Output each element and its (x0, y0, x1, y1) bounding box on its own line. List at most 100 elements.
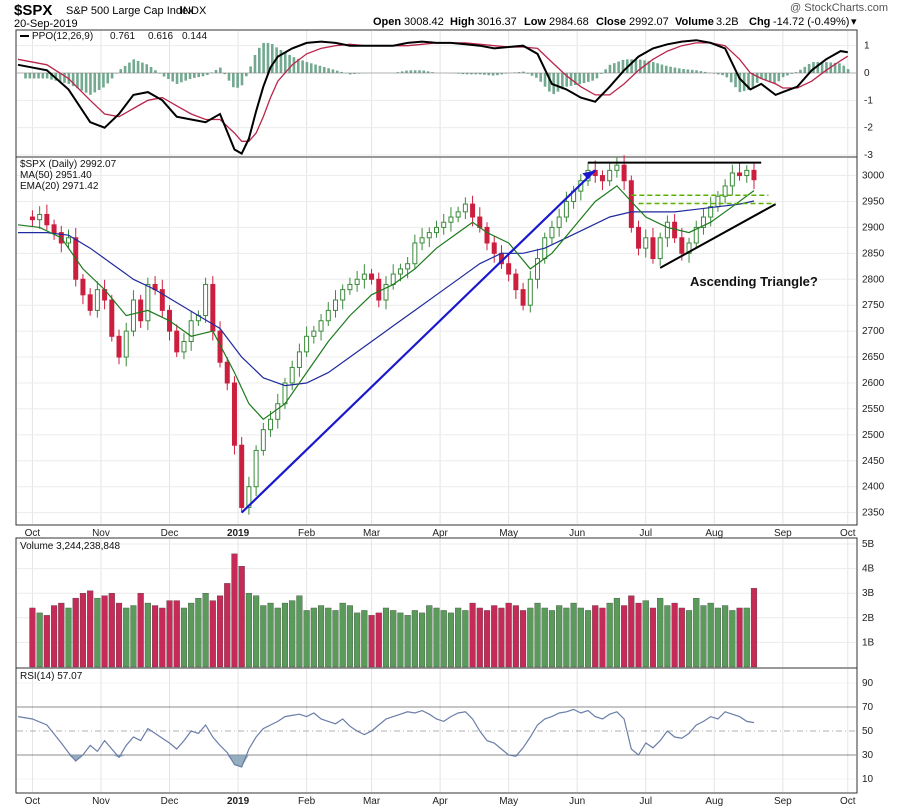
volume-bar (332, 610, 339, 668)
ppo-histogram-bar (50, 73, 53, 80)
price-candle (426, 232, 432, 239)
ppo-histogram-bar (773, 73, 776, 84)
ppo-histogram-bar (45, 73, 49, 79)
price-candle (383, 283, 389, 301)
chart-exchange: INDX (180, 5, 207, 17)
price-candle (109, 299, 115, 337)
volume-bar (743, 607, 750, 668)
rsi-panel (15, 667, 858, 794)
price-y-tick-label: 2700 (862, 326, 885, 337)
ppo-histogram-bar (167, 73, 170, 80)
price-candle (506, 263, 512, 275)
volume-bar (556, 605, 563, 668)
x-tick-label: 2019 (227, 528, 250, 539)
price-candle (643, 237, 649, 249)
ppo-histogram-bar (119, 69, 123, 74)
high-value: 3016.37 (477, 16, 517, 28)
ppo-histogram-bar (721, 73, 724, 76)
ppo-histogram-bar (716, 73, 720, 75)
price-candle (462, 203, 468, 213)
volume-value: 3.2B (716, 16, 739, 28)
ppo-histogram-bar (426, 71, 430, 74)
ppo-histogram-bar (197, 73, 200, 78)
volume-bar (584, 610, 592, 668)
ppo-histogram-bar (262, 42, 265, 74)
price-candle (679, 237, 685, 254)
ppo-histogram-bar (630, 59, 633, 74)
volume-bar (577, 607, 584, 668)
volume-bar (65, 607, 72, 668)
ppo-histogram-bar (838, 63, 841, 74)
volume-bar (729, 610, 736, 668)
price-candle (44, 213, 50, 226)
ppo-histogram-bar (193, 73, 196, 78)
volume-bar (238, 565, 245, 668)
x-tick-label: Nov (92, 796, 110, 807)
price-candle (513, 273, 519, 291)
price-candle (614, 164, 620, 171)
ppo-histogram-bar (288, 54, 291, 74)
price-candle (636, 226, 642, 249)
ppo-histogram-bar (71, 73, 75, 87)
volume-bar (382, 607, 390, 668)
ppo-histogram-bar (422, 70, 426, 74)
ppo-y-tick-label: 0 (864, 68, 870, 79)
volume-bar (570, 602, 577, 668)
price-candle (253, 449, 259, 488)
chevron-down-icon[interactable]: ▾ (851, 16, 857, 28)
x-tick-label: Feb (298, 528, 316, 539)
volume-bar (722, 605, 729, 668)
volume-bar (563, 607, 570, 668)
volume-bar (599, 607, 606, 668)
price-candle (116, 335, 122, 358)
volume-bar (440, 610, 447, 668)
ppo-histogram-bar (201, 73, 205, 77)
rsi-series (17, 708, 755, 768)
ppo-histogram-bar (80, 73, 84, 91)
ppo-histogram-bar (517, 72, 521, 74)
price-candle (51, 224, 57, 234)
ppo-histogram-bar (327, 68, 330, 74)
volume-bar (455, 607, 462, 668)
price-candle (599, 175, 605, 182)
volume-bar (245, 593, 252, 668)
ppo-histogram-bar (340, 71, 343, 74)
price-candle (369, 273, 375, 280)
ppo-histogram-bar (656, 63, 659, 74)
close-label: Close (596, 16, 626, 28)
ppo-legend: PPO(12,26,9) 0.761 0.616 0.144 (20, 31, 207, 42)
ppo-histogram-bar (673, 67, 677, 74)
x-tick-label: Jul (639, 796, 652, 807)
ppo-legend-value: 0.761 (110, 31, 135, 42)
price-candle (412, 242, 418, 265)
volume-bar (411, 610, 418, 668)
volume-bar (483, 610, 491, 668)
volume-bar (224, 583, 231, 668)
price-candle (556, 216, 562, 228)
ppo-histogram-bar (292, 57, 296, 74)
ppo-histogram-bar (37, 73, 40, 79)
price-candle (224, 361, 230, 384)
price-panel (15, 156, 858, 526)
ppo-histogram-bar (219, 67, 222, 74)
volume-bar (541, 607, 548, 668)
volume-bar (707, 602, 714, 668)
x-tick-label: Dec (161, 796, 179, 807)
volume-bar (339, 602, 346, 668)
volume-bar (671, 602, 678, 668)
quote-summary: Open 3008.42 High 3016.37 Low 2984.68 Cl… (373, 16, 857, 28)
ppo-histogram-bar (794, 72, 798, 74)
volume-bar (397, 612, 404, 668)
x-tick-label: Aug (705, 528, 723, 539)
price-candle (174, 330, 180, 353)
ppo-histogram-bar (431, 72, 434, 74)
price-y-tick-label: 2600 (862, 378, 885, 389)
price-candle (737, 172, 743, 177)
chg-label: Chg (749, 16, 770, 28)
volume-bar (231, 553, 238, 668)
price-candle (729, 172, 735, 187)
x-tick-label: Sep (774, 528, 792, 539)
ppo-histogram-bar (84, 73, 88, 93)
rsi-legend: RSI(14) 57.07 (20, 671, 83, 682)
ppo-histogram-bar (777, 73, 781, 82)
